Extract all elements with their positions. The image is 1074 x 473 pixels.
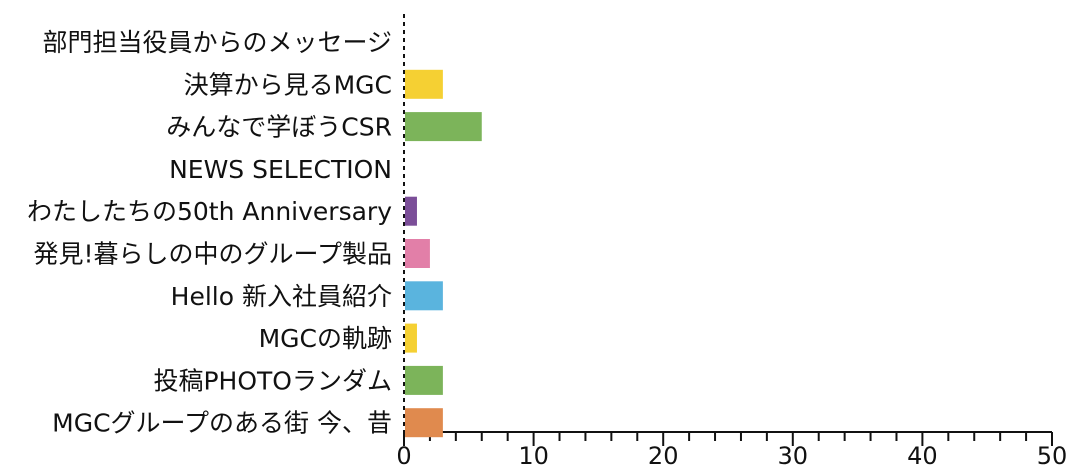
category-label: 決算から見るMGC — [184, 70, 392, 99]
x-tick-label: 30 — [778, 442, 809, 468]
x-tick-label: 40 — [907, 442, 938, 468]
x-tick-label: 0 — [396, 442, 411, 468]
bar — [405, 112, 482, 142]
x-tick-label: 20 — [648, 442, 679, 468]
category-label: わたしたちの50th Anniversary — [27, 197, 392, 226]
category-label: Hello 新入社員紹介 — [171, 282, 392, 311]
bar — [405, 239, 430, 268]
bar — [405, 196, 417, 226]
bar — [405, 323, 417, 353]
category-label: NEWS SELECTION — [169, 155, 392, 184]
x-tick-label: 10 — [518, 442, 549, 468]
bar — [405, 408, 443, 438]
bar — [405, 69, 443, 99]
category-label: MGCの軌跡 — [259, 324, 392, 353]
bar — [405, 281, 443, 311]
category-label: 発見!暮らしの中のグループ製品 — [33, 240, 392, 269]
category-label: 部門担当役員からのメッセージ — [42, 28, 392, 57]
bar — [405, 365, 443, 395]
category-label: みんなで学ぼうCSR — [166, 113, 392, 142]
category-label: 投稿PHOTOランダム — [153, 366, 392, 395]
category-label: MGCグループのある街 今、昔 — [52, 409, 392, 438]
x-tick-label: 50 — [1037, 442, 1068, 468]
